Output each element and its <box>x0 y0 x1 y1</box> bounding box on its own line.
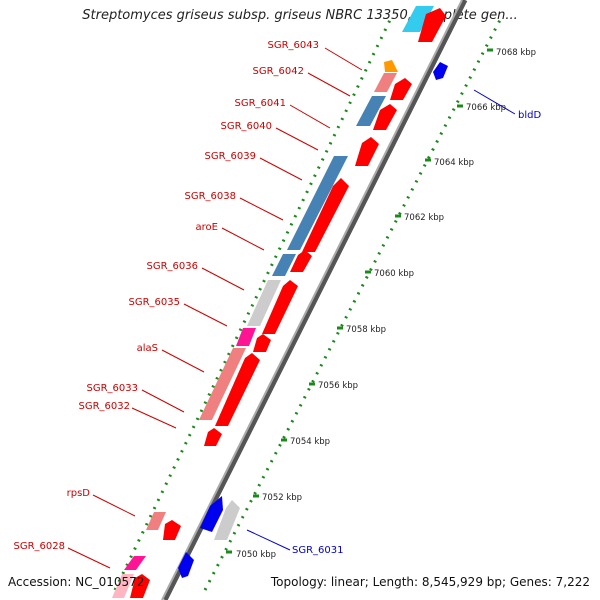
gene-label: SGR_6031 <box>292 545 344 556</box>
major-ticks <box>226 48 493 554</box>
cds-arrow <box>390 78 412 100</box>
map-title: Streptomyces griseus subsp. griseus NBRC… <box>82 8 518 23</box>
gene-labels-left: SGR_6043 SGR_6042 SGR_6041 SGR_6040 SGR_… <box>14 40 320 552</box>
kbp-label: 7068 kbp <box>496 48 536 58</box>
kbp-label: 7052 kbp <box>262 493 302 503</box>
kbp-label: 7056 kbp <box>318 381 358 391</box>
gene-label: SGR_6036 <box>147 261 199 272</box>
gene-label: SGR_6028 <box>14 541 66 552</box>
gene-label: rpsD <box>67 488 91 499</box>
gene-block <box>374 73 397 92</box>
leader-lines-left <box>67 47 363 569</box>
gene-block <box>272 254 296 276</box>
cds-arrow <box>215 353 260 426</box>
cds-arrow-blue <box>433 62 448 80</box>
gene-label: SGR_6041 <box>235 98 287 109</box>
kbp-label: 7060 kbp <box>374 269 414 279</box>
kbp-label: 7064 kbp <box>434 158 474 168</box>
cds-arrow <box>163 520 181 540</box>
backbone-shadow <box>162 0 468 600</box>
cds-arrow-blue <box>200 496 223 532</box>
cds-arrows <box>130 8 446 598</box>
cds-arrow <box>373 104 397 130</box>
gene-block <box>402 6 434 32</box>
cds-arrow <box>262 280 298 334</box>
reverse-cds <box>178 62 448 578</box>
gene-label: SGR_6035 <box>129 297 181 308</box>
cds-arrow <box>290 250 312 272</box>
kbp-label: 7054 kbp <box>290 437 330 447</box>
cds-arrow <box>253 334 271 352</box>
gene-label: SGR_6040 <box>221 121 273 132</box>
outer-tick-line-left <box>113 19 392 591</box>
cds-arrow <box>302 178 349 252</box>
gene-block <box>384 60 398 72</box>
kbp-label: 7050 kbp <box>236 550 276 560</box>
gene-label: SGR_6042 <box>253 66 305 77</box>
kbp-labels: 7050 kbp 7052 kbp 7054 kbp 7056 kbp 7058… <box>236 48 536 560</box>
gene-label: bldD <box>518 110 541 121</box>
gene-label: SGR_6033 <box>87 383 139 394</box>
gene-block-gray <box>214 500 240 540</box>
gene-labels-right: bldD SGR_6031 <box>292 110 541 556</box>
gene-label: aroE <box>196 222 218 233</box>
leader-lines-right <box>246 89 516 551</box>
cds-arrow <box>204 428 222 446</box>
gene-label: SGR_6043 <box>268 40 320 51</box>
gene-block <box>236 328 256 346</box>
gene-block <box>124 556 146 570</box>
gene-ring <box>112 6 434 598</box>
gene-block <box>199 348 246 420</box>
gene-block <box>287 156 348 250</box>
gene-label: SGR_6032 <box>79 401 131 412</box>
gene-block <box>146 512 166 530</box>
cds-arrow-blue <box>178 552 194 578</box>
backbone <box>161 0 463 600</box>
kbp-label: 7066 kbp <box>466 103 506 113</box>
kbp-label: 7062 kbp <box>404 213 444 223</box>
gene-block <box>356 96 386 126</box>
gene-block <box>247 280 281 326</box>
cds-arrow <box>418 8 446 42</box>
gene-label: SGR_6039 <box>205 151 257 162</box>
gene-block <box>112 574 134 598</box>
gene-label: SGR_6038 <box>185 191 237 202</box>
accession-label: Accession: NC_010572 <box>8 575 145 589</box>
cds-arrow <box>130 574 150 598</box>
kbp-label: 7058 kbp <box>346 325 386 335</box>
gene-label: alaS <box>137 343 158 354</box>
genome-summary: Topology: linear; Length: 8,545,929 bp; … <box>270 575 590 589</box>
cds-arrow <box>355 137 379 166</box>
